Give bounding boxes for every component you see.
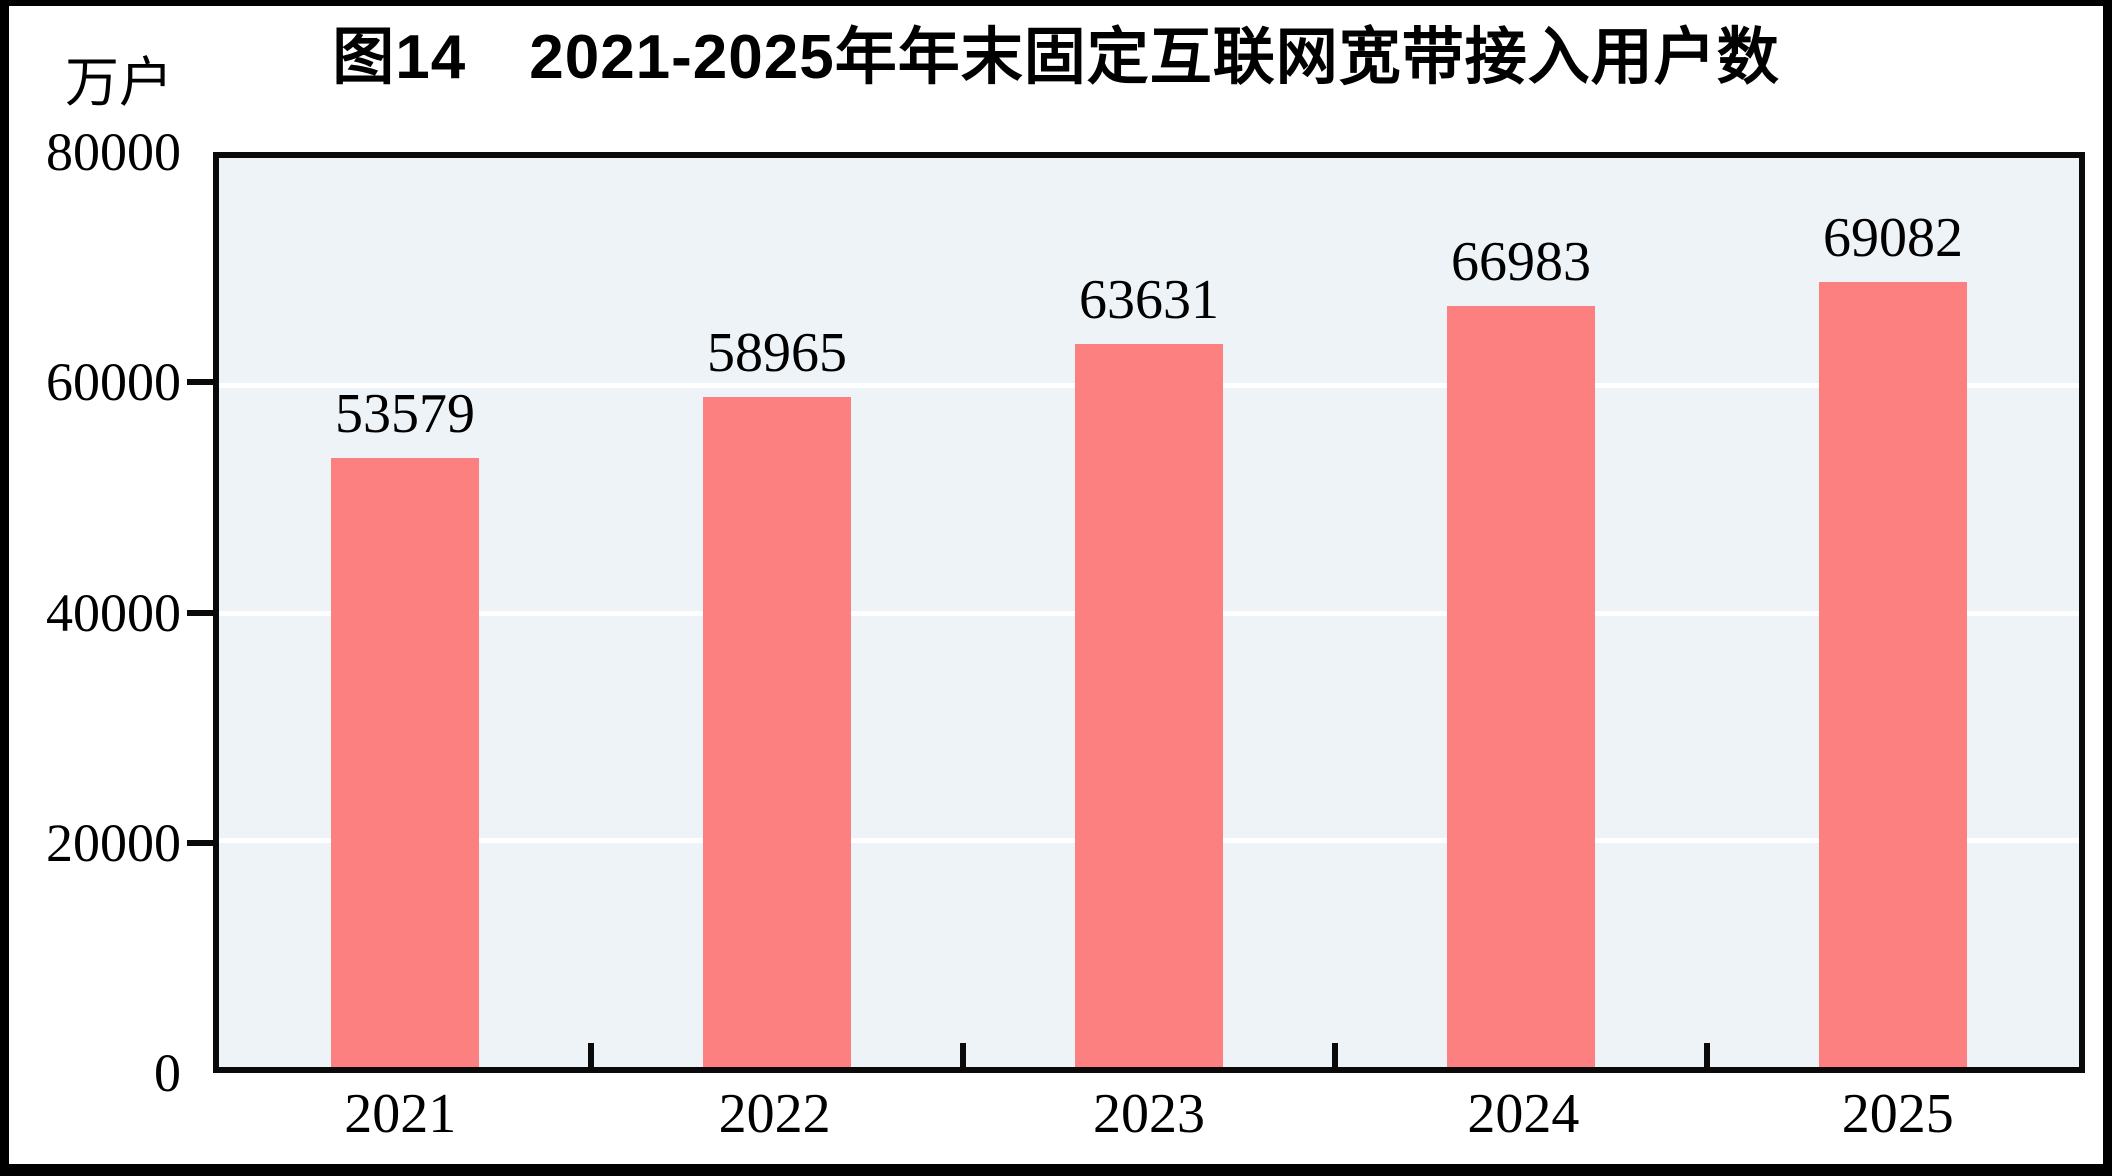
- y-tick-label-0: 0: [154, 1043, 181, 1103]
- x-axis: 2021 2022 2023 2024 2025: [213, 1082, 2085, 1162]
- x-tick-mark-4: [1704, 1043, 1710, 1067]
- x-tick-label-2021: 2021: [344, 1083, 457, 1145]
- x-tick-label-2022: 2022: [718, 1083, 831, 1145]
- bar-value-label-2025: 69082: [1823, 207, 1963, 270]
- bar-2024: [1447, 305, 1595, 1067]
- bar-2021: [331, 458, 479, 1067]
- x-tick-label-2025: 2025: [1841, 1083, 1954, 1145]
- bar-2025: [1819, 282, 1967, 1067]
- plot-inner: 53579 58965 63631 66983 69082: [219, 158, 2079, 1067]
- bar-value-label-2022: 58965: [707, 322, 847, 385]
- y-tick-mark-40000: [187, 609, 213, 616]
- bar-2022: [703, 397, 851, 1067]
- y-tick-label-20000: 20000: [46, 812, 181, 873]
- x-tick-mark-2: [960, 1043, 966, 1067]
- bar-value-label-2021: 53579: [335, 383, 475, 446]
- x-tick-mark-3: [1332, 1043, 1338, 1067]
- bar-value-label-2023: 63631: [1079, 269, 1219, 331]
- x-tick-label-2024: 2024: [1467, 1083, 1580, 1145]
- x-tick-mark-1: [588, 1043, 594, 1067]
- y-tick-label-60000: 60000: [46, 352, 181, 413]
- y-axis-unit-label: 万户: [65, 53, 173, 113]
- y-tick-label-40000: 40000: [46, 582, 181, 643]
- chart-title: 图14 2021-2025年年末固定互联网宽带接入用户数: [332, 23, 1780, 92]
- plot-area: 53579 58965 63631 66983 69082: [213, 152, 2085, 1073]
- bar-value-label-2024: 66983: [1451, 230, 1591, 293]
- y-axis: 0 20000 40000 60000 80000: [9, 125, 181, 1100]
- y-tick-mark-20000: [187, 839, 213, 846]
- bar-2023: [1075, 344, 1223, 1067]
- x-tick-label-2023: 2023: [1093, 1083, 1205, 1145]
- y-tick-mark-60000: [187, 379, 213, 386]
- y-tick-label-80000: 80000: [46, 122, 181, 182]
- y-axis-tick-marks: [187, 152, 213, 1073]
